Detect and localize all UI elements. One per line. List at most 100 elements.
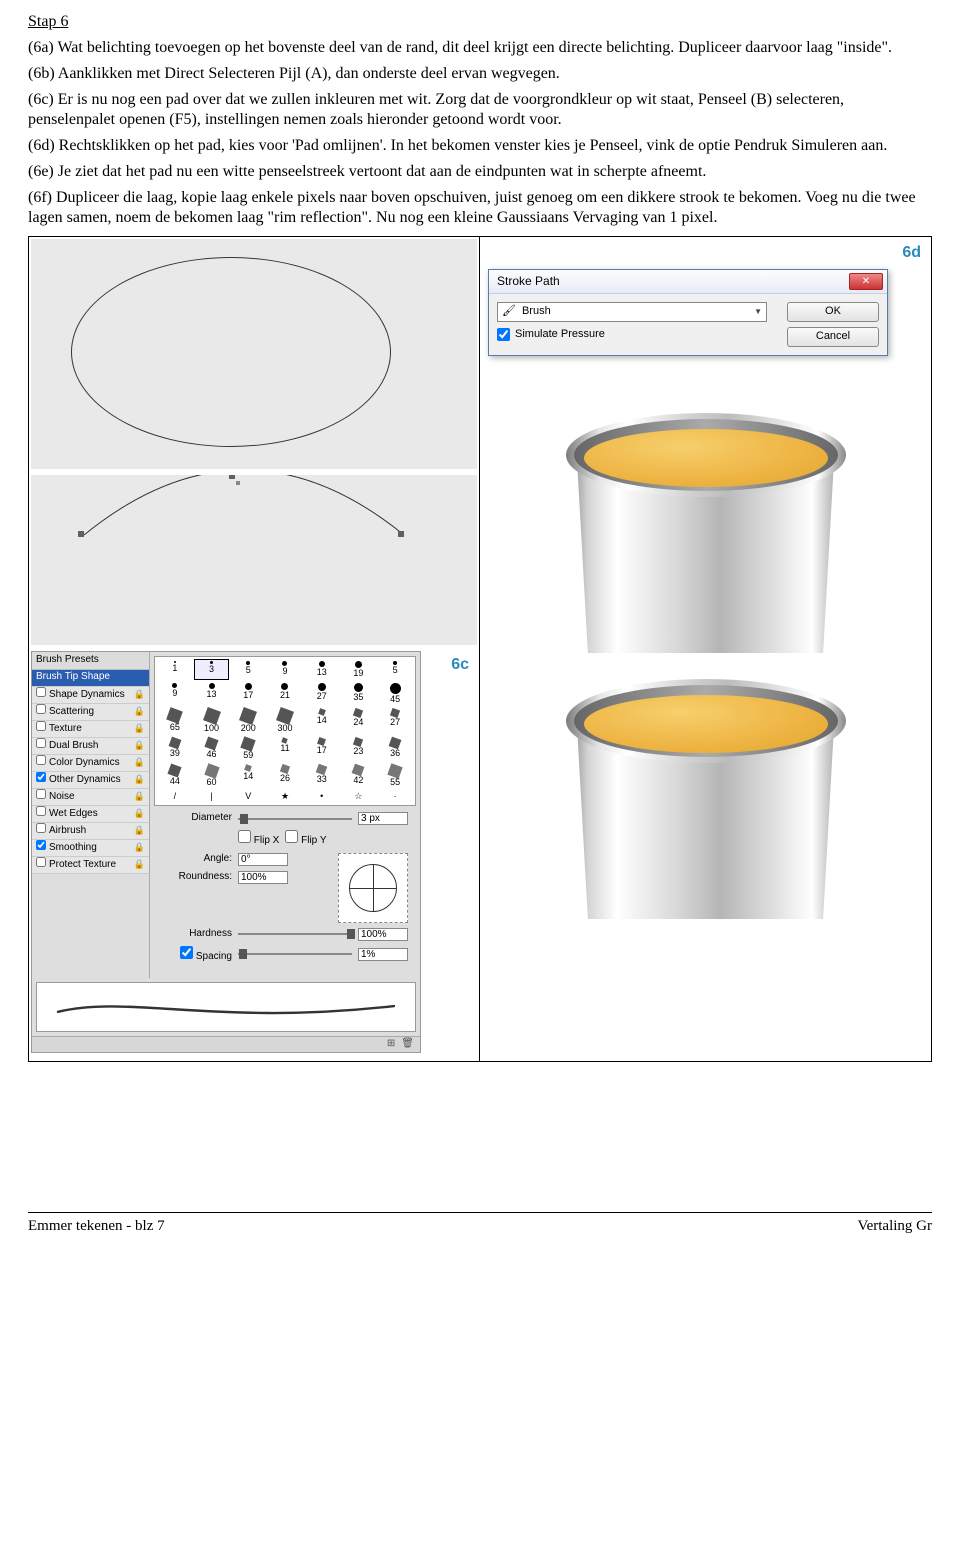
lock-icon: 🔒: [134, 723, 145, 734]
brush-tip-46[interactable]: 46: [194, 736, 230, 762]
hardness-slider[interactable]: [238, 933, 352, 935]
paragraph-6d: (6d) Rechtsklikken op het pad, kies voor…: [28, 136, 932, 156]
brush-tip-27[interactable]: 27: [377, 707, 413, 735]
brush-tip-59[interactable]: 59: [230, 736, 266, 762]
brush-tip-65[interactable]: 65: [157, 707, 193, 735]
brush-category-texture[interactable]: Texture🔒: [32, 721, 149, 738]
brush-tip-13[interactable]: 13: [194, 681, 230, 706]
spacing-slider[interactable]: [238, 953, 352, 955]
brush-tip-23[interactable]: 23: [341, 736, 377, 762]
brush-tip-55[interactable]: 55: [377, 763, 413, 789]
brush-tip-21[interactable]: 21: [267, 681, 303, 706]
brush-tip-5[interactable]: 5: [377, 659, 413, 680]
brush-tip-13[interactable]: 13: [304, 659, 340, 680]
flipy-checkbox[interactable]: Flip Y: [285, 830, 326, 848]
brush-tip-shape[interactable]: /: [157, 790, 193, 803]
brush-tip-9[interactable]: 9: [157, 681, 193, 706]
lock-icon: 🔒: [134, 825, 145, 836]
brush-tip-shape[interactable]: ★: [267, 790, 303, 803]
brush-presets-header[interactable]: Brush Presets: [32, 652, 149, 670]
brush-panel-footer: ⊞ 🗑: [32, 1036, 420, 1052]
brush-tip-9[interactable]: 9: [267, 659, 303, 680]
flipx-checkbox[interactable]: Flip X: [238, 830, 279, 848]
paragraph-6e: (6e) Je ziet dat het pad nu een witte pe…: [28, 162, 932, 182]
diameter-input[interactable]: [358, 812, 408, 825]
brush-tip-11[interactable]: 11: [267, 736, 303, 762]
brush-category-scattering[interactable]: Scattering🔒: [32, 704, 149, 721]
brush-tip-shape[interactable]: |: [194, 790, 230, 803]
hardness-input[interactable]: [358, 928, 408, 941]
spacing-input[interactable]: [358, 948, 408, 961]
brush-tip-shape[interactable]: •: [304, 790, 340, 803]
brush-tip-27[interactable]: 27: [304, 681, 340, 706]
brush-tip-44[interactable]: 44: [157, 763, 193, 789]
brush-tip-45[interactable]: 45: [377, 681, 413, 706]
brush-category-color-dynamics[interactable]: Color Dynamics🔒: [32, 755, 149, 772]
panel-label-6c: 6c: [451, 655, 469, 675]
ellipse-canvas-6a: [31, 239, 477, 469]
brush-tip-36[interactable]: 36: [377, 736, 413, 762]
hardness-label: Hardness: [162, 928, 232, 941]
brush-tip-100[interactable]: 100: [194, 707, 230, 735]
brush-tip-19[interactable]: 19: [341, 659, 377, 680]
right-column: 6d Stroke Path ✕ 🖌 Brush ▼: [480, 236, 932, 1062]
lock-icon: 🔒: [134, 791, 145, 802]
brush-tip-shape[interactable]: V: [230, 790, 266, 803]
brush-category-noise[interactable]: Noise🔒: [32, 789, 149, 806]
brush-tip-3[interactable]: 3: [194, 659, 230, 680]
brush-category-smoothing[interactable]: Smoothing🔒: [32, 840, 149, 857]
paragraph-6f: (6f) Dupliceer die laag, kopie laag enke…: [28, 188, 932, 228]
brush-tip-24[interactable]: 24: [341, 707, 377, 735]
brush-icon: 🖌: [502, 305, 516, 319]
spacing-row: Spacing: [162, 946, 408, 964]
brush-tip-shape[interactable]: ☆: [341, 790, 377, 803]
brush-category-wet-edges[interactable]: Wet Edges🔒: [32, 806, 149, 823]
brush-tip-33[interactable]: 33: [304, 763, 340, 789]
roundness-input[interactable]: [238, 871, 288, 884]
anchor-dot-left: [78, 531, 84, 537]
brush-category-dual-brush[interactable]: Dual Brush🔒: [32, 738, 149, 755]
brush-tip-17[interactable]: 17: [230, 681, 266, 706]
dialog-titlebar: Stroke Path ✕: [489, 270, 887, 294]
brush-tip-5[interactable]: 5: [230, 659, 266, 680]
brush-tip-39[interactable]: 39: [157, 736, 193, 762]
lock-icon: 🔒: [134, 757, 145, 768]
paragraph-6b: (6b) Aanklikken met Direct Selecteren Pi…: [28, 64, 932, 84]
brush-tip-300[interactable]: 300: [267, 707, 303, 735]
brush-tip-35[interactable]: 35: [341, 681, 377, 706]
angle-input[interactable]: [238, 853, 288, 866]
brush-tip-17[interactable]: 17: [304, 736, 340, 762]
brush-tip-1[interactable]: 1: [157, 659, 193, 680]
spacing-checkbox[interactable]: Spacing: [162, 946, 232, 964]
brush-category-brush-tip-shape[interactable]: Brush Tip Shape: [32, 670, 149, 687]
brush-category-other-dynamics[interactable]: Other Dynamics🔒: [32, 772, 149, 789]
cancel-button[interactable]: Cancel: [787, 327, 879, 347]
brush-category-protect-texture[interactable]: Protect Texture🔒: [32, 857, 149, 874]
brush-category-airbrush[interactable]: Airbrush🔒: [32, 823, 149, 840]
brush-tip-60[interactable]: 60: [194, 763, 230, 789]
dialog-close-button[interactable]: ✕: [849, 273, 883, 290]
angle-preview[interactable]: [338, 853, 408, 923]
brush-tip-200[interactable]: 200: [230, 707, 266, 735]
brush-tip-14[interactable]: 14: [304, 707, 340, 735]
brush-tip-grid[interactable]: 1359131959131721273545651002003001424273…: [154, 656, 416, 806]
diameter-slider[interactable]: [238, 818, 352, 820]
anchor-dot-right: [398, 531, 404, 537]
brush-tip-14[interactable]: 14: [230, 763, 266, 789]
footer-left: Emmer tekenen - blz 7: [28, 1217, 165, 1236]
brush-category-shape-dynamics[interactable]: Shape Dynamics🔒: [32, 687, 149, 704]
angle-label: Angle:: [162, 853, 232, 866]
tool-dropdown[interactable]: 🖌 Brush ▼: [497, 302, 767, 322]
brush-tip-26[interactable]: 26: [267, 763, 303, 789]
lock-icon: 🔒: [134, 859, 145, 870]
ok-button[interactable]: OK: [787, 302, 879, 322]
paragraph-6a: (6a) Wat belichting toevoegen op het bov…: [28, 38, 932, 58]
step-title: Stap 6: [28, 13, 68, 30]
simulate-pressure-checkbox[interactable]: Simulate Pressure: [497, 328, 777, 342]
brush-categories: Brush Presets Brush Tip ShapeShape Dynam…: [32, 652, 150, 978]
brush-tip-42[interactable]: 42: [341, 763, 377, 789]
trash-icon[interactable]: 🗑: [401, 1038, 414, 1051]
brush-tip-shape[interactable]: ·: [377, 790, 413, 803]
bucket-canvas-6e: [482, 395, 929, 655]
toggle-icon[interactable]: ⊞: [387, 1038, 395, 1051]
